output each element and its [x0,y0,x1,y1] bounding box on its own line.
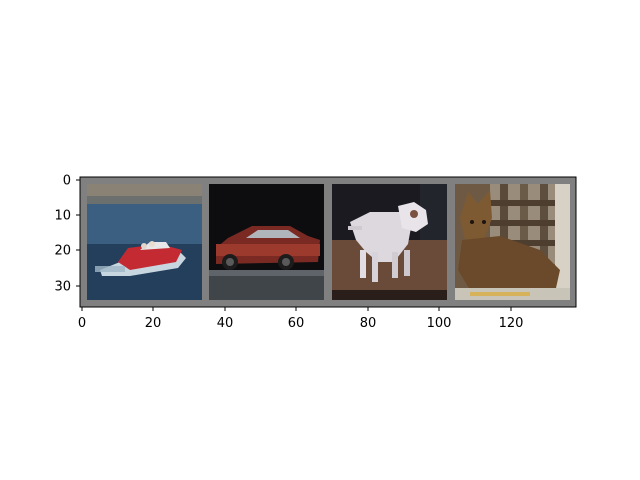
x-tick-label: 40 [217,316,234,331]
x-tick-label: 60 [288,316,305,331]
image-tile-boat [87,184,202,300]
image-tile-dog [332,184,447,300]
y-axis: 0 10 20 30 [54,174,80,295]
x-tick-label: 20 [145,316,162,331]
image-tile-cat [455,184,570,300]
x-tick-label: 0 [78,316,86,331]
x-tick-label: 80 [360,316,377,331]
y-tick-label: 30 [54,280,71,295]
y-tick-label: 10 [54,209,71,224]
x-tick-label: 100 [427,316,452,331]
plot-area-border [79,176,577,308]
image-tile-car [209,184,324,300]
x-axis: 0 20 40 60 80 100 120 [78,307,524,331]
x-tick-label: 120 [499,316,524,331]
y-tick-label: 0 [63,174,71,189]
y-tick-label: 20 [54,244,71,259]
